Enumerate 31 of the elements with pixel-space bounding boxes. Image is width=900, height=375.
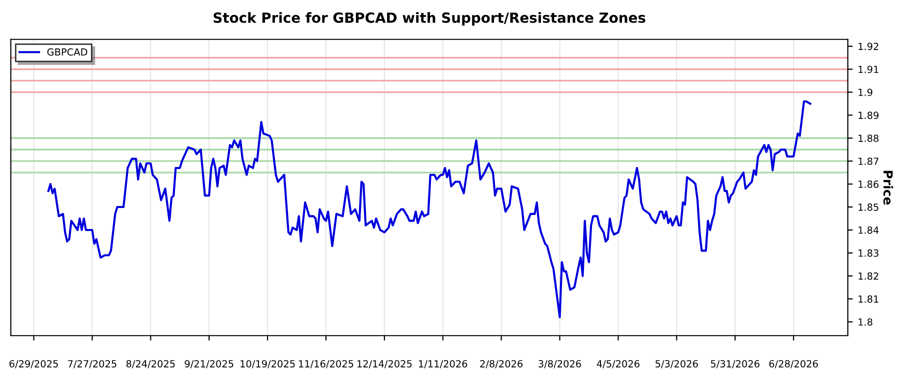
x-tick-label: 11/16/2025 (299, 360, 354, 368)
y-tick-label: 1.82 (858, 272, 878, 280)
x-tick-label: 10/19/2025 (240, 360, 295, 368)
x-tick-label: 7/27/2025 (68, 360, 116, 368)
x-tick-label: 2/8/2026 (480, 360, 523, 368)
y-tick-label: 1.9 (858, 88, 872, 96)
line-series (47, 100, 812, 318)
y-tick-label: 1.83 (858, 249, 878, 257)
x-tick-label: 6/29/2025 (10, 360, 58, 368)
x-tick-label: 5/3/2026 (656, 360, 698, 368)
y-tick-label: 1.92 (858, 42, 878, 50)
y-tick-label: 1.85 (858, 204, 878, 211)
x-tick-label: 12/14/2025 (357, 360, 412, 368)
legend-label: GBPCAD (47, 48, 88, 56)
y-tick-label: 1.81 (858, 295, 878, 303)
y-tick-label: 1.8 (858, 318, 872, 326)
y-tick-label: 1.84 (858, 226, 879, 234)
x-tick-label: 8/24/2025 (126, 360, 175, 368)
y-tick-label: 1.86 (858, 180, 879, 188)
y-tick-label: 1.88 (858, 134, 879, 142)
x-tick-label: 6/28/2026 (769, 360, 818, 368)
x-tick-label: 9/21/2025 (184, 360, 234, 368)
x-tick-label: 3/8/2026 (538, 360, 581, 368)
y-tick-label: 1.87 (858, 158, 878, 165)
chart-title: Stock Price for GBPCAD with Support/Resistance Zones (214, 12, 646, 26)
y-axis-title: Price (883, 170, 894, 205)
y-tick-label: 1.89 (858, 112, 878, 119)
x-tick-label: 4/5/2026 (596, 360, 640, 368)
x-tick-label: 5/31/2026 (710, 360, 760, 368)
y-tick-label: 1.91 (858, 66, 878, 74)
x-tick-label: 1/11/2026 (419, 360, 468, 368)
